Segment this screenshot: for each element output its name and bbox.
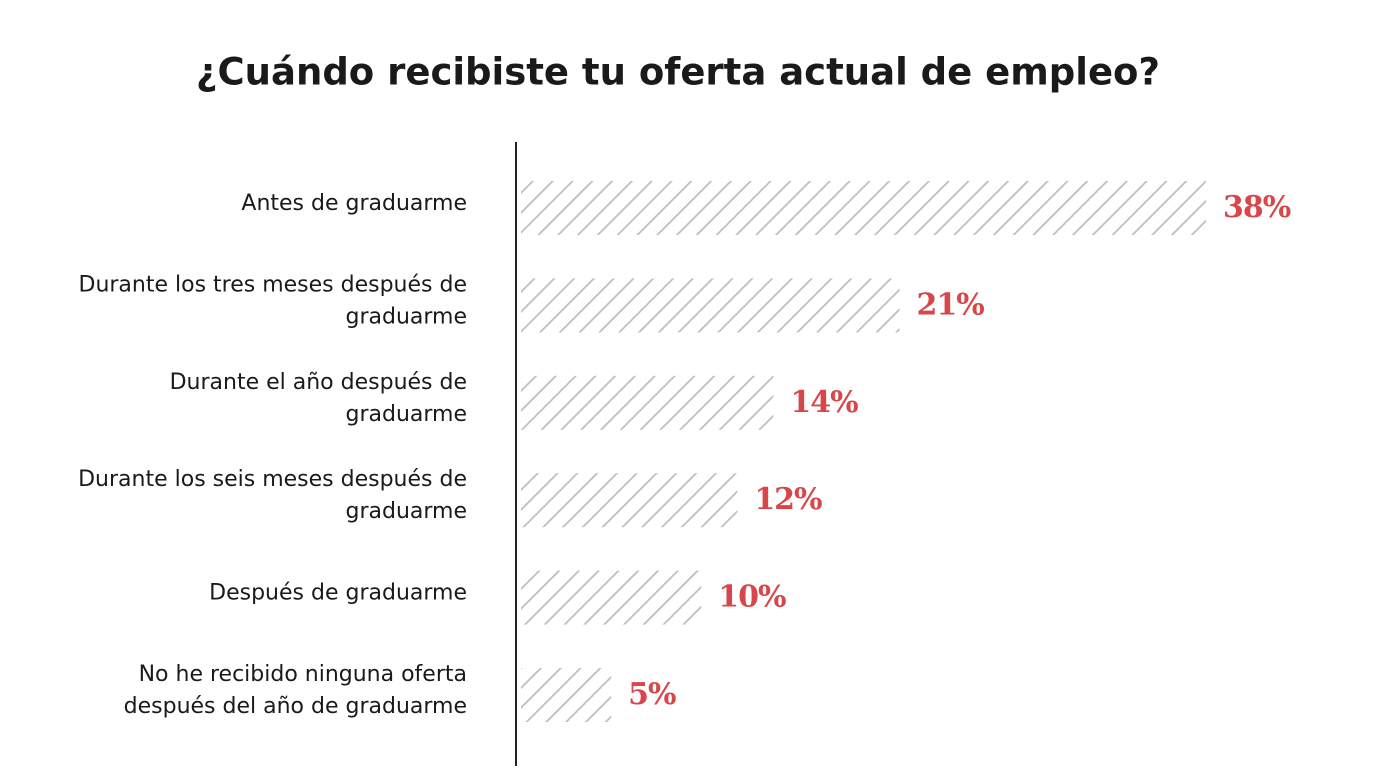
chart-title: ¿Cuándo recibiste tu oferta actual de em…	[196, 51, 1160, 94]
bar	[521, 181, 1206, 235]
category-label: Durante el año después de graduarme	[170, 370, 467, 427]
bar	[521, 473, 738, 528]
value-label: 12%	[754, 482, 822, 517]
value-label: 21%	[917, 287, 985, 322]
value-label: 14%	[790, 385, 858, 420]
value-label: 5%	[628, 677, 676, 712]
category-label: Antes de graduarme	[241, 191, 467, 216]
bar	[521, 570, 702, 625]
bar	[521, 668, 612, 722]
category-label: Durante los seis meses después de graduar…	[78, 467, 467, 524]
category-label: Después de graduarme	[209, 581, 467, 606]
category-label: Durante los tres meses después de graduar…	[79, 272, 468, 329]
value-label: 10%	[718, 580, 786, 615]
bar	[521, 375, 774, 430]
value-label: 38%	[1223, 190, 1291, 225]
bar	[521, 278, 900, 333]
category-label: No he recibido ninguna oferta después del…	[124, 662, 467, 719]
